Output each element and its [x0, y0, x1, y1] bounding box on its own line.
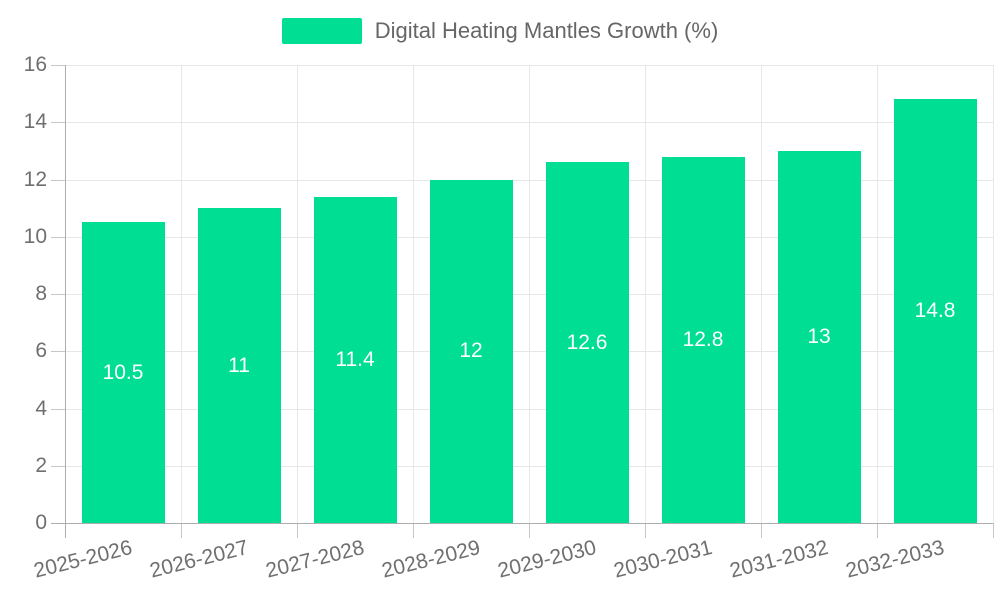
- y-axis-tick-label: 16: [23, 53, 47, 76]
- x-axis-label: 2029-2030: [495, 536, 599, 583]
- y-axis-tick-label: 0: [35, 511, 47, 534]
- x-axis-tick: [877, 523, 878, 538]
- gridline-vertical: [877, 65, 878, 523]
- bar[interactable]: [545, 162, 629, 523]
- bar[interactable]: [313, 196, 397, 523]
- x-axis-line: [51, 523, 993, 524]
- bar-value-label: 11: [228, 353, 250, 377]
- y-axis-line: [65, 65, 66, 538]
- y-axis-tick-label: 6: [35, 339, 47, 363]
- chart-legend[interactable]: Digital Heating Mantles Growth (%): [0, 18, 1000, 44]
- x-axis-tick: [413, 523, 414, 538]
- x-axis-label: 2031-2032: [727, 536, 831, 583]
- x-axis-label: 2032-2033: [843, 536, 947, 583]
- x-axis-tick: [181, 523, 182, 538]
- y-axis-tick-label: 2: [35, 453, 47, 477]
- x-axis-tick: [761, 523, 762, 538]
- bar-value-label: 12.8: [682, 327, 724, 351]
- bar-value-label: 12.6: [566, 330, 608, 354]
- bar[interactable]: [661, 156, 745, 523]
- y-axis-tick: [51, 122, 65, 124]
- y-axis-tick: [51, 465, 65, 467]
- gridline-vertical: [645, 65, 646, 523]
- y-axis-tick-label: 14: [23, 110, 47, 134]
- x-axis-label: 2025-2026: [31, 536, 135, 583]
- gridline-vertical: [529, 65, 530, 523]
- x-axis-label: 2030-2031: [611, 536, 715, 583]
- bar[interactable]: [429, 179, 513, 523]
- bar-value-label: 14.8: [914, 299, 956, 323]
- bar[interactable]: [197, 208, 281, 523]
- legend-swatch: [281, 18, 362, 44]
- x-axis-tick: [297, 523, 298, 538]
- bar-value-label: 11.4: [335, 347, 375, 371]
- legend-label: Digital Heating Mantles Growth (%): [374, 18, 719, 43]
- y-axis-tick: [51, 179, 65, 181]
- bar[interactable]: [81, 222, 165, 523]
- y-axis-tick-label: 4: [35, 396, 47, 420]
- bar-value-label: 12: [459, 339, 483, 363]
- gridline-vertical: [761, 65, 762, 523]
- x-axis-label: 2027-2028: [263, 536, 367, 583]
- bar[interactable]: [893, 99, 977, 523]
- y-axis-tick-label: 12: [23, 167, 47, 191]
- x-axis-tick: [645, 523, 646, 538]
- bar-value-label: 10.5: [102, 360, 144, 384]
- y-axis-tick: [51, 351, 65, 353]
- gridline-vertical: [181, 65, 182, 523]
- gridline-vertical: [993, 65, 994, 523]
- bar[interactable]: [777, 150, 861, 523]
- y-axis-tick: [51, 236, 65, 238]
- x-axis-tick: [993, 523, 994, 538]
- x-axis-tick: [529, 523, 530, 538]
- y-axis-tick-label: 8: [35, 282, 47, 305]
- gridline-vertical: [297, 65, 298, 523]
- x-axis-label: 2026-2027: [147, 536, 251, 583]
- y-axis-tick: [51, 294, 65, 295]
- gridline-vertical: [413, 65, 414, 523]
- y-axis-tick-label: 10: [23, 224, 47, 248]
- bar-value-label: 13: [807, 324, 831, 348]
- y-axis-tick: [51, 65, 65, 66]
- y-axis-tick: [51, 408, 65, 410]
- x-axis-label: 2028-2029: [379, 536, 483, 583]
